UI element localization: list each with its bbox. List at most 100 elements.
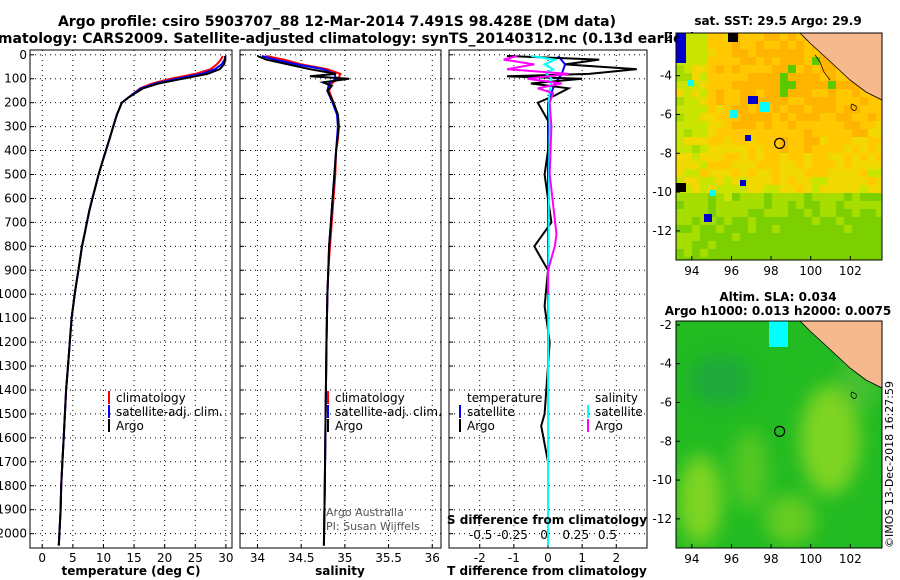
sst-cell: [804, 257, 812, 260]
sst-cell: [764, 41, 772, 49]
sst-cell: [828, 233, 836, 241]
sst-cell: [684, 193, 692, 201]
sst-cell: [716, 209, 724, 217]
sst-cell: [844, 185, 852, 193]
legend-t-satellite: satellite: [467, 405, 515, 419]
sst-cell: [796, 41, 804, 49]
lat-label-5: -12: [652, 512, 672, 526]
s-diff-tick-4: 0.5: [598, 528, 617, 542]
sst-cell: [748, 225, 756, 233]
sst-cell: [748, 145, 756, 153]
sst-cell: [764, 145, 772, 153]
temperature-xlabel: temperature (deg C): [62, 564, 201, 578]
sst-cell: [796, 33, 804, 41]
sst-cell: [804, 129, 812, 137]
sst-cell: [724, 201, 732, 209]
sst-cell: [732, 49, 740, 57]
sst-cell: [716, 217, 724, 225]
sst-cell: [820, 97, 828, 105]
sst-cell: [860, 169, 868, 177]
lon-label-3: 100: [799, 264, 822, 278]
sst-cell: [780, 89, 788, 97]
sst-cell: [684, 89, 692, 97]
sst-cell: [764, 113, 772, 121]
sst-cell: [828, 81, 836, 89]
sst-cell: [820, 105, 828, 113]
sst-cell: [716, 73, 724, 81]
sst-cell: [804, 113, 812, 121]
sst-cell: [772, 49, 780, 57]
sst-cell: [684, 169, 692, 177]
sst-cell: [780, 121, 788, 129]
sst-cell: [764, 57, 772, 65]
sst-cell: [820, 193, 828, 201]
sst-cell: [692, 113, 700, 121]
sst-cell: [812, 113, 820, 121]
sst-cell: [780, 113, 788, 121]
sst-cell: [732, 177, 740, 185]
sst-cell: [852, 241, 860, 249]
sst-cell: [692, 89, 700, 97]
sst-cell: [780, 97, 788, 105]
sst-cell: [764, 177, 772, 185]
sst-cell: [724, 257, 732, 260]
sst-cell: [828, 257, 836, 260]
depth-label-14: 1400: [0, 383, 27, 397]
sst-cell: [788, 113, 796, 121]
sal-legend-sat: satellite-adj. clim.: [335, 405, 442, 419]
sst-cell: [772, 161, 780, 169]
sst-cell: [716, 65, 724, 73]
islands-1: [814, 54, 857, 111]
sst-cell: [772, 153, 780, 161]
sst-cell: [812, 81, 820, 89]
sst-cold-cell: [676, 33, 686, 63]
sla-map-field: [676, 321, 882, 548]
sst-cell: [708, 225, 716, 233]
sst-cell: [676, 241, 684, 249]
series-argo: [57, 56, 227, 546]
sst-cell: [748, 209, 756, 217]
sst-cell: [708, 193, 716, 201]
sst-cell: [812, 97, 820, 105]
sst-cell: [780, 257, 788, 260]
sst-cell: [820, 73, 828, 81]
sst-cell: [788, 137, 796, 145]
sst-cell: [844, 209, 852, 217]
sst-cell: [764, 185, 772, 193]
sst-cell: [764, 225, 772, 233]
difference-tick-labels: -2 -1 0 1 2: [474, 551, 620, 565]
sst-cell: [740, 57, 748, 65]
salinity-tick-labels: 34 34.5 35 35.5 36: [250, 551, 440, 565]
sst-cell: [700, 73, 708, 81]
sst-cell: [780, 65, 788, 73]
sst-cell: [748, 137, 756, 145]
depth-label-5: 500: [4, 168, 27, 182]
sst-cell: [868, 249, 876, 257]
sst-cell: [676, 153, 684, 161]
sst-cell: [700, 185, 708, 193]
sst-cell: [828, 145, 836, 153]
xtick-label-4: 2: [612, 551, 620, 565]
sst-cell: [788, 89, 796, 97]
sst-cell: [820, 145, 828, 153]
sst-cell: [780, 41, 788, 49]
salinity-ygrid: [240, 54, 441, 535]
sst-cell: [740, 241, 748, 249]
sst-cell: [868, 241, 876, 249]
sst-cell: [796, 193, 804, 201]
sst-cell: [836, 153, 844, 161]
sst-map-title: sat. SST: 29.5 Argo: 29.9: [694, 14, 861, 28]
sst-cell: [812, 153, 820, 161]
legend-label-clim: climatology: [116, 391, 186, 405]
sst-cell: [732, 41, 740, 49]
sst-cell: [732, 81, 740, 89]
sst-cell: [756, 57, 764, 65]
depth-label-12: 1200: [0, 335, 27, 349]
sst-cell: [828, 129, 836, 137]
sst-cell: [804, 209, 812, 217]
sst-cell: [740, 161, 748, 169]
sst-cell: [724, 49, 732, 57]
sst-cell: [700, 249, 708, 257]
sst-cell: [788, 129, 796, 137]
